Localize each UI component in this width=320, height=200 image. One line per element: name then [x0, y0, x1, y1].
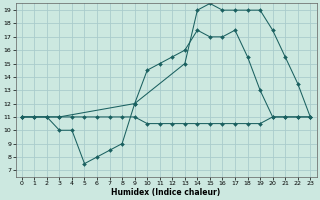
X-axis label: Humidex (Indice chaleur): Humidex (Indice chaleur): [111, 188, 221, 197]
